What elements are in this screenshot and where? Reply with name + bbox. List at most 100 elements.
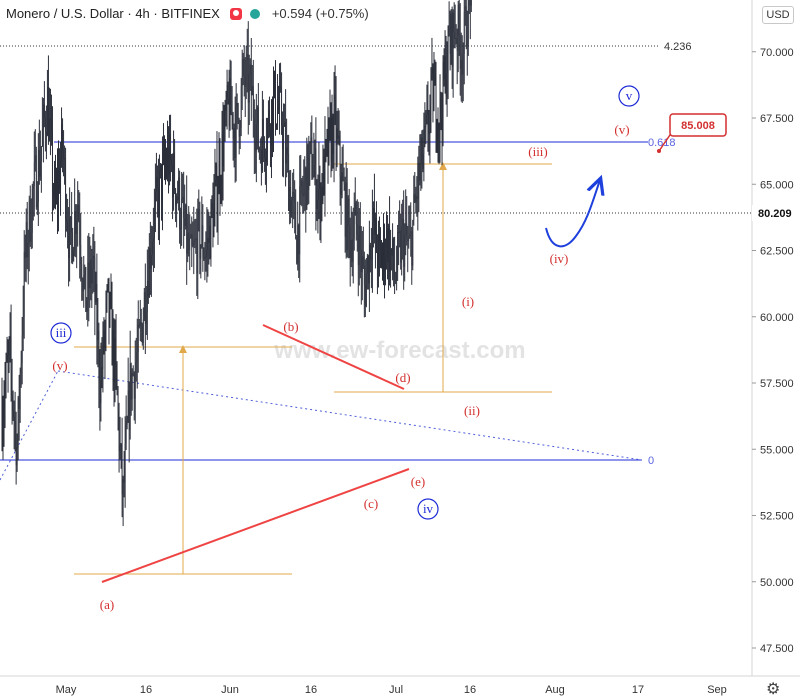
candle-body [112, 329, 114, 365]
candle-body [467, 0, 469, 45]
candle-body [422, 153, 424, 169]
candle-body [76, 219, 78, 234]
candle-body [50, 118, 51, 121]
last-price-box [752, 205, 800, 221]
candle-body [24, 252, 26, 258]
candle-body [365, 273, 367, 307]
candle-body [403, 219, 405, 267]
candle-body [241, 75, 243, 87]
candle-body [115, 338, 117, 365]
candle-body [140, 322, 142, 325]
candle-body [98, 330, 100, 381]
wave-label: (e) [411, 474, 425, 489]
candle-body [461, 60, 463, 75]
wave-label-circle [50, 322, 72, 344]
candle-body [104, 327, 106, 349]
candle-body [351, 240, 353, 262]
candle-body [90, 259, 92, 284]
candle-body [164, 151, 165, 167]
currency-button[interactable]: USD [762, 6, 794, 24]
candle-body [58, 170, 59, 200]
flag-icon[interactable] [229, 7, 242, 20]
candle-body [322, 156, 324, 201]
candle-body [399, 230, 401, 233]
candle-body [196, 238, 198, 274]
candle-body [443, 61, 445, 80]
candle-body [51, 120, 52, 132]
candle-body [99, 380, 101, 404]
candle-body [336, 128, 338, 146]
candle-body [205, 250, 207, 257]
candle-body [470, 0, 472, 6]
candle-body [169, 134, 170, 175]
candle-body [274, 72, 275, 90]
candle-body [144, 292, 146, 325]
candle-body [14, 416, 16, 422]
candle-body [79, 220, 81, 245]
forecast-arrow [545, 180, 600, 248]
wave-label: (ii) [464, 403, 480, 418]
candle-body [74, 211, 76, 250]
candle-body [268, 110, 269, 124]
candle-body [350, 240, 352, 258]
candle-body [199, 210, 201, 259]
candle-body [237, 102, 239, 120]
candle-body [179, 177, 181, 229]
candle-body [276, 124, 277, 126]
candle-body [28, 199, 30, 244]
symbol-title[interactable]: Monero / U.S. Dollar · 4h · BITFINEX [6, 6, 220, 21]
candle-body [286, 147, 288, 164]
candle-body [48, 87, 49, 141]
candle-body [192, 244, 194, 246]
candle-body [367, 256, 369, 284]
candle-body [126, 421, 128, 425]
candle-body [431, 67, 433, 75]
wave-label-circle [417, 498, 439, 520]
candle-body [302, 193, 304, 197]
price-axis[interactable]: 47.500 50.000 52.500 55.000 57.500 60.000 62.5… [752, 47, 794, 655]
candle-body [187, 232, 189, 254]
candle-body [228, 98, 230, 127]
candle-body [195, 238, 197, 240]
candle-body [155, 191, 156, 206]
candle-body [421, 137, 423, 169]
candle-body [281, 87, 282, 126]
candle-body [254, 142, 256, 151]
candle-body [424, 126, 426, 128]
candle-body [384, 231, 385, 271]
candle-body [404, 234, 406, 267]
candle-body [93, 255, 95, 258]
candle-body [185, 204, 187, 226]
candle-body [279, 86, 280, 110]
candle-body [102, 330, 104, 369]
candle-body [321, 186, 323, 201]
candle-body [32, 185, 34, 189]
gear-icon[interactable]: ⚙ [766, 681, 781, 698]
candle-body [29, 199, 31, 242]
candle-body [200, 245, 202, 259]
candle-body [161, 164, 162, 201]
target-price-box [669, 113, 727, 137]
candle-body [308, 157, 310, 190]
time-axis[interactable]: May 16 Jun 16 Jul 16 Aug 17 Sep [56, 684, 727, 696]
candle-body [118, 410, 120, 452]
candle-body [110, 297, 112, 304]
candle-body [198, 209, 200, 211]
candle-body [217, 193, 219, 217]
candle-body [373, 207, 374, 223]
fib-4236-label: 4.236 [664, 41, 692, 53]
candle-body [447, 26, 449, 74]
candle-body [212, 208, 214, 237]
candle-body [23, 252, 25, 317]
candle-body [285, 122, 287, 164]
candle-body [280, 86, 281, 88]
candle-body [124, 443, 126, 483]
candle-body [62, 124, 63, 150]
candle-body [142, 319, 144, 343]
candle-body [101, 367, 103, 369]
candle-body [459, 35, 461, 69]
candle-body [434, 76, 436, 84]
candle-body [246, 54, 248, 61]
candle-body [451, 13, 453, 68]
